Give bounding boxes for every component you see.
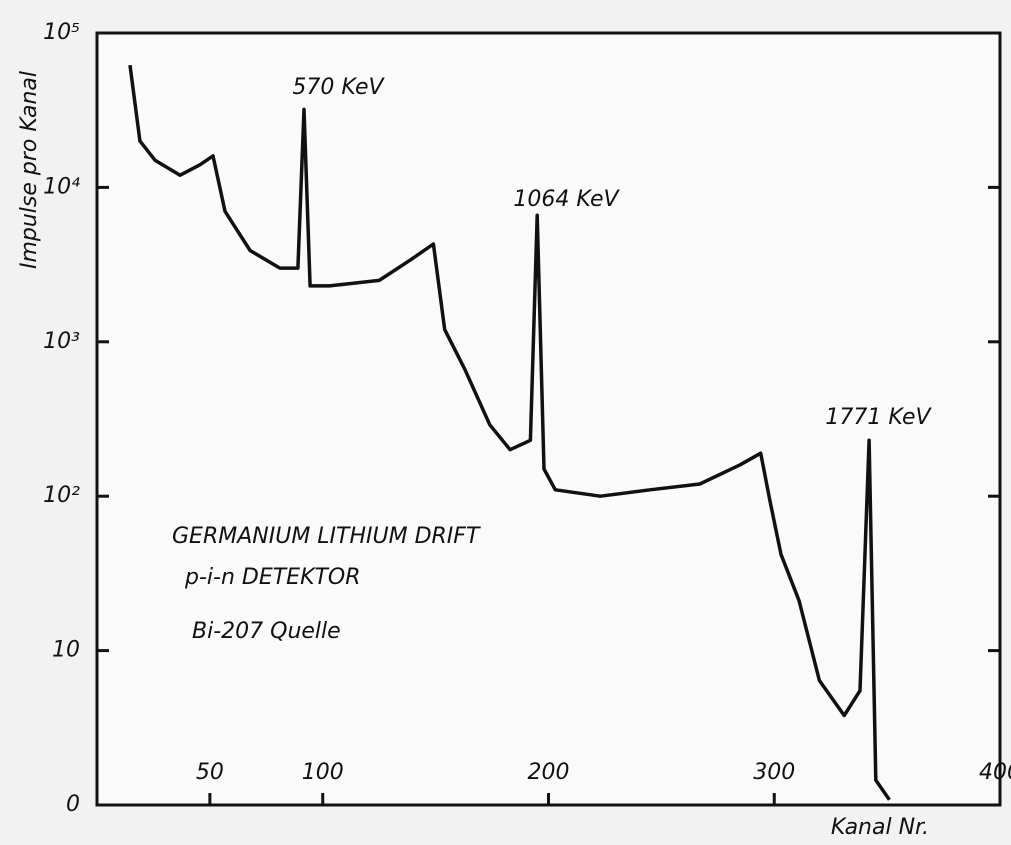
y-tick-label: 10³ — [43, 329, 80, 354]
y-tick-label: 10² — [43, 483, 80, 508]
y-tick-label: 0 — [66, 792, 80, 817]
plot-frame — [95, 31, 1002, 807]
annotation: p-i-n DETEKTOR — [184, 565, 361, 590]
y-tick-label: 10 — [52, 638, 80, 663]
annotation: 1064 KeV — [513, 187, 620, 212]
x-tick-label: 200 — [528, 760, 570, 785]
annotation: 570 KeV — [292, 75, 385, 100]
x-axis-label: Kanal Nr. — [831, 815, 929, 840]
annotation: Bi-207 Quelle — [192, 619, 341, 644]
y-axis-label: Impulse pro Kanal — [17, 71, 42, 269]
spectrum-line — [128, 64, 891, 801]
annotation: 1771 KeV — [825, 405, 932, 430]
x-tick-label: 400 — [979, 760, 1011, 785]
annotation: GERMANIUM LITHIUM DRIFT — [172, 524, 481, 549]
x-tick-label: 100 — [302, 760, 344, 785]
x-tick-label: 50 — [196, 760, 224, 785]
y-tick-label: 10⁴ — [43, 174, 80, 199]
y-tick-label: 10⁵ — [43, 20, 80, 45]
x-tick-label: 300 — [753, 760, 795, 785]
